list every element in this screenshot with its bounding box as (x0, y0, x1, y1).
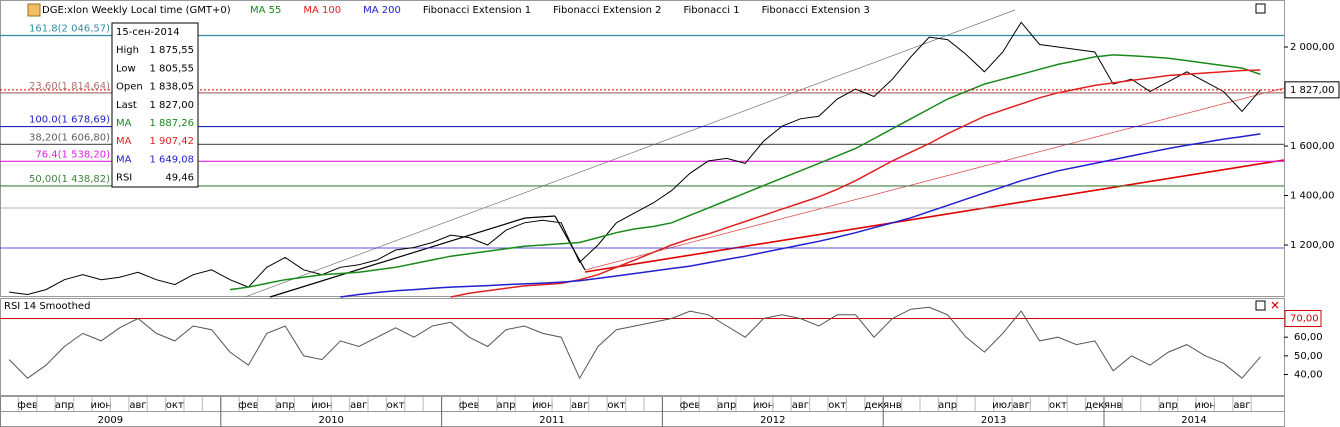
x-tick-label: фев (17, 400, 38, 411)
fib-label: 76.4(1 538,20) (35, 149, 110, 160)
info-value: 1 649,08 (149, 154, 194, 165)
rsi-title: RSI 14 Smoothed (4, 301, 90, 312)
year-label: 2014 (1181, 415, 1206, 426)
maximize-button[interactable] (1255, 3, 1266, 14)
x-tick-label: окт (607, 400, 625, 411)
study-label[interactable]: MA 200 (363, 5, 401, 16)
x-tick-label: окт (166, 400, 184, 411)
info-label: MA (116, 136, 132, 147)
info-label: RSI (116, 173, 132, 184)
x-tick-label: апр (938, 400, 957, 411)
info-label: Low (116, 63, 136, 74)
year-label: 2010 (318, 415, 343, 426)
fib-label: 23,60(1 814,64) (29, 81, 110, 92)
series-line (9, 21, 1261, 296)
info-label: High (116, 45, 139, 56)
rsi-tick-label: 60,00 (1294, 332, 1323, 343)
info-label: MA (116, 118, 132, 129)
y-tick-label: 1 400,00 (1290, 191, 1335, 202)
x-tick-label: апр (1159, 400, 1178, 411)
rsi-level-label: 70,00 (1290, 314, 1319, 325)
series-line (340, 133, 1261, 298)
info-value: 1 887,26 (149, 118, 194, 129)
series-line (450, 69, 1261, 298)
info-value: 1 838,05 (149, 82, 194, 93)
x-tick-label: июн (1194, 400, 1215, 411)
study-label[interactable]: Fibonacci Extension 3 (762, 5, 870, 16)
x-tick-label: фев (238, 400, 259, 411)
x-tick-label: фев (680, 400, 701, 411)
fib-label: 50,00(1 438,82) (29, 174, 110, 185)
x-tick-label: окт (1049, 400, 1067, 411)
info-value: 1 875,55 (149, 45, 194, 56)
x-tick-label: авг (129, 400, 146, 411)
info-label: MA (116, 154, 132, 165)
info-box (111, 22, 199, 188)
x-tick-label: янв (883, 400, 902, 411)
trend-line (269, 217, 526, 298)
x-tick-label: окт (828, 400, 846, 411)
study-label[interactable]: Fibonacci Extension 1 (423, 5, 531, 16)
info-label: 15-сен-2014 (116, 27, 180, 38)
study-label[interactable]: Fibonacci Extension 2 (553, 5, 661, 16)
x-tick-label: апр (276, 400, 295, 411)
y-tick-label: 1 600,00 (1290, 141, 1335, 152)
close-button[interactable]: ✕ (1270, 299, 1280, 313)
year-label: 2011 (539, 415, 564, 426)
y-tick-label: 1 200,00 (1290, 240, 1335, 251)
rsi-tick-label: 50,00 (1294, 351, 1323, 362)
trend-line (584, 87, 1285, 271)
study-label[interactable]: MA 55 (250, 5, 281, 16)
trend-line (584, 159, 1285, 273)
trend-line (524, 215, 556, 219)
y-tick-label: 2 000,00 (1290, 42, 1335, 53)
x-tick-label: дек (1085, 400, 1104, 411)
symbol-icon[interactable] (27, 3, 41, 17)
year-label: 2013 (981, 415, 1006, 426)
x-tick-label: фев (459, 400, 480, 411)
last-price-tag (1284, 81, 1340, 99)
maximize-button[interactable] (1255, 300, 1266, 311)
x-tick-label: авг (571, 400, 588, 411)
rsi-tick-label: 40,00 (1294, 369, 1323, 380)
series-line (229, 54, 1261, 291)
x-tick-label: апр (496, 400, 515, 411)
main-panel (0, 0, 1285, 297)
x-tick-label: дек (864, 400, 883, 411)
info-value: 49,46 (165, 173, 194, 184)
info-value: 1 805,55 (149, 63, 194, 74)
x-tick-label: авг (792, 400, 809, 411)
fib-label: 38,20(1 606,80) (29, 132, 110, 143)
x-tick-label: авг (350, 400, 367, 411)
x-tick-label: авг (1013, 400, 1030, 411)
fib-label: 161.8(2 046,57) (29, 23, 110, 34)
rsi-level-tag (1284, 310, 1322, 328)
rsi-line (8, 306, 1261, 380)
fib-label: 100.0(1 678,69) (29, 115, 110, 126)
x-tick-label: окт (387, 400, 405, 411)
info-label: Last (116, 100, 137, 111)
info-value: 1 827,00 (149, 100, 194, 111)
x-tick-label: июн (90, 400, 111, 411)
x-tick-label: апр (55, 400, 74, 411)
study-label[interactable]: Fibonacci 1 (684, 5, 740, 16)
symbol-label[interactable]: DGE:xlon Weekly Local time (GMT+0) (42, 5, 231, 16)
x-tick-label: авг (1233, 400, 1250, 411)
x-tick-label: апр (717, 400, 736, 411)
study-label[interactable]: MA 100 (303, 5, 341, 16)
year-label: 2012 (760, 415, 785, 426)
year-label: 2009 (98, 415, 123, 426)
x-tick-label: июн (753, 400, 774, 411)
x-tick-label: июн (532, 400, 553, 411)
trend-line (244, 9, 1016, 298)
info-value: 1 907,42 (149, 136, 194, 147)
x-tick-label: янв (1104, 400, 1123, 411)
info-label: Open (116, 82, 143, 93)
last-price-label: 1 827,00 (1290, 85, 1335, 96)
x-tick-label: июн (311, 400, 332, 411)
rsi-panel (0, 298, 1285, 396)
x-tick-label: июл (992, 400, 1013, 411)
